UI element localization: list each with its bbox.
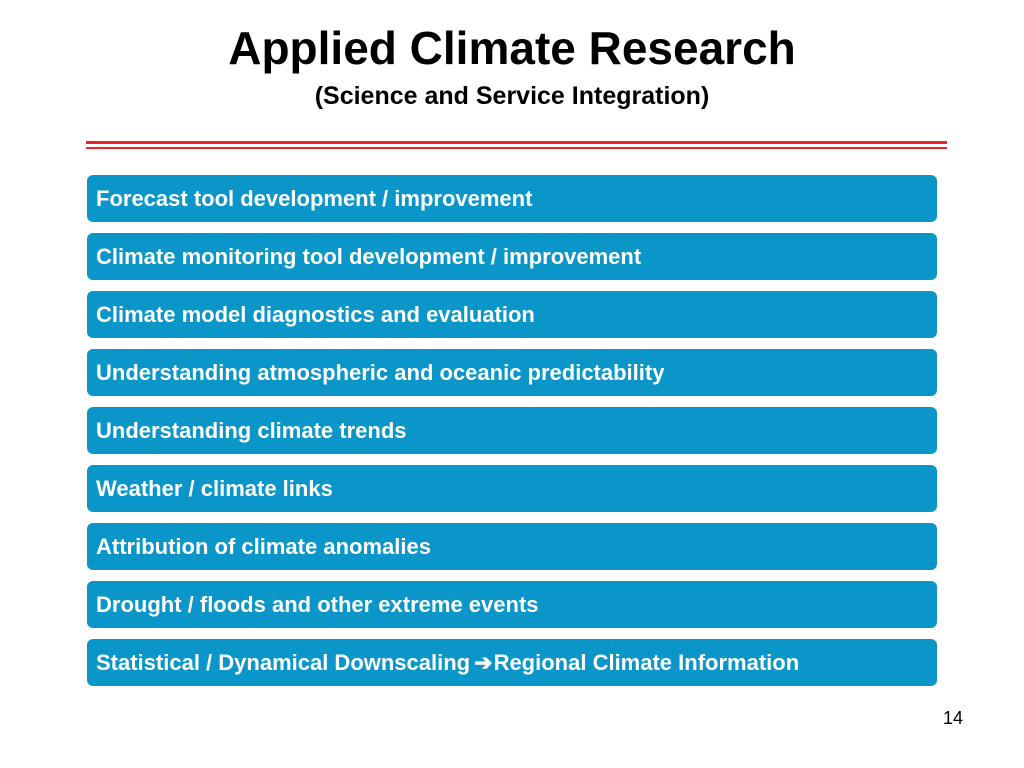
list-item: Climate model diagnostics and evaluation <box>87 291 937 338</box>
slide-title: Applied Climate Research <box>228 22 796 74</box>
list-item-label: Climate model diagnostics and evaluation <box>96 302 535 327</box>
list-item: Forecast tool development / improvement <box>87 175 937 222</box>
page-number: 14 <box>942 708 963 728</box>
list-item: Climate monitoring tool development / im… <box>87 233 937 280</box>
right-arrow-icon: ➔ <box>474 650 493 675</box>
divider-line-top <box>86 141 947 144</box>
list-item: Statistical / Dynamical Downscaling ➔Regi… <box>87 639 937 686</box>
list-item: Understanding climate trends <box>87 407 937 454</box>
list-item-label: Attribution of climate anomalies <box>96 534 431 559</box>
list-item-label: Understanding climate trends <box>96 418 407 443</box>
divider-line-bottom <box>86 147 947 149</box>
list-item-label: Drought / floods and other extreme event… <box>96 592 539 617</box>
list-item: Attribution of climate anomalies <box>87 523 937 570</box>
list-item-label-end: Regional Climate Information <box>493 650 800 675</box>
research-topic-list: Forecast tool development / improvement … <box>87 175 937 697</box>
list-item: Weather / climate links <box>87 465 937 512</box>
list-item-label: Forecast tool development / improvement <box>96 186 533 211</box>
list-item: Drought / floods and other extreme event… <box>87 581 937 628</box>
slide-subtitle: (Science and Service Integration) <box>314 82 710 110</box>
list-item-label: Understanding atmospheric and oceanic pr… <box>96 360 665 385</box>
list-item: Understanding atmospheric and oceanic pr… <box>87 349 937 396</box>
list-item-label: Weather / climate links <box>96 476 333 501</box>
list-item-label: Climate monitoring tool development / im… <box>96 244 642 269</box>
list-item-label-start: Statistical / Dynamical Downscaling <box>96 650 471 675</box>
